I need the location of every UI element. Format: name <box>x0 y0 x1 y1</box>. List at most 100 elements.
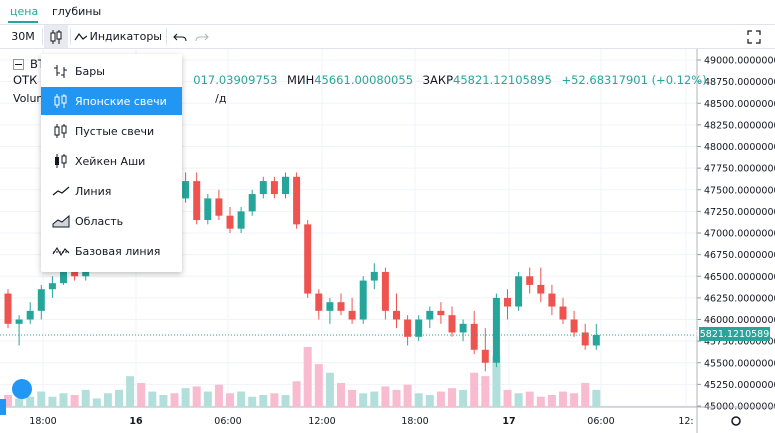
active-tab-indicator <box>8 21 38 23</box>
menu-item-area[interactable]: Область <box>41 207 182 235</box>
volume-bar <box>92 398 101 407</box>
price-tick-label: 47000.00000000 <box>704 229 775 240</box>
volume-bar <box>348 389 357 407</box>
menu-item-heikin-ashi[interactable]: Хейкен Аши <box>41 147 182 175</box>
indicators-icon <box>74 32 87 40</box>
area-icon <box>52 214 70 228</box>
chart-toolbar: 30M Индикаторы <box>0 24 775 49</box>
bars-icon <box>54 65 67 78</box>
price-chart[interactable]: 49000.00000000 48750.00000000 48500.000000… <box>0 49 775 433</box>
volume-bar <box>547 395 556 407</box>
menu-item-candles[interactable]: Японские свечи <box>41 87 182 115</box>
redo-icon <box>195 33 209 41</box>
menu-item-label: Область <box>75 214 124 228</box>
volume-bar <box>325 372 334 407</box>
time-tick-label: 17 <box>502 416 515 427</box>
collapse-legend-icon[interactable] <box>13 58 24 70</box>
chart-style-button[interactable] <box>44 25 68 48</box>
candle-body <box>448 315 456 333</box>
candle-body <box>393 310 400 320</box>
price-tick-label: 46500.00000000 <box>704 272 775 283</box>
candle-body <box>526 276 534 285</box>
volume-bar <box>103 393 112 407</box>
volume-bar <box>15 398 24 407</box>
volume-bar <box>436 391 445 407</box>
price-tick-label: 48750.00000000 <box>704 77 775 88</box>
menu-item-baseline[interactable]: Базовая линия <box>41 237 182 265</box>
volume-bar <box>226 393 234 407</box>
price-tick-label: 46000.00000000 <box>704 315 775 326</box>
redo-button[interactable] <box>192 25 212 48</box>
candle-body <box>537 284 545 294</box>
time-tick-label: 16 <box>129 416 143 427</box>
volume-bar <box>214 384 223 407</box>
candle-body <box>326 302 334 311</box>
volume-bar <box>414 393 423 407</box>
volume-bar <box>259 395 268 407</box>
volume-bar <box>448 388 456 407</box>
candle-body <box>37 289 45 311</box>
candle-body <box>570 319 578 333</box>
time-tick-label: 18:00 <box>29 416 56 427</box>
candles-icon <box>50 29 62 44</box>
volume-bar <box>525 391 534 407</box>
volume-bar <box>536 396 545 407</box>
volume-bar <box>359 393 368 407</box>
candle-body <box>182 181 190 199</box>
candle-body <box>481 349 489 363</box>
tab-depth[interactable]: глубины <box>52 5 102 18</box>
candle-body <box>215 198 223 216</box>
volume-bar <box>470 372 479 407</box>
indicators-button[interactable]: Индикаторы <box>74 25 162 48</box>
toolbar-divider <box>42 28 43 45</box>
volume-bar <box>581 383 590 407</box>
time-tick-label: 06:00 <box>587 416 614 427</box>
volume-bar <box>26 396 35 407</box>
interval-button[interactable]: 30M <box>11 30 35 43</box>
candle-body <box>270 181 278 195</box>
legend-volume-label: Volum <box>13 92 48 105</box>
candle-body <box>237 211 245 229</box>
candle-body <box>592 334 600 346</box>
fullscreen-button[interactable] <box>742 25 766 48</box>
volume-bar <box>425 395 434 407</box>
scroll-handle-icon <box>0 399 6 415</box>
undo-button[interactable] <box>170 25 190 48</box>
volume-bar <box>148 391 157 407</box>
volume-bar <box>159 395 168 407</box>
candle-body <box>60 267 67 284</box>
volume-bar <box>337 383 345 407</box>
volume-bar <box>292 381 301 407</box>
chart-tabs: цена глубины <box>0 0 775 24</box>
candle-body <box>204 198 212 221</box>
volume-bar <box>237 391 246 407</box>
time-tick-label: 18:00 <box>401 416 428 427</box>
volume-bar <box>514 393 523 407</box>
legend-open-value: 017.03909753 <box>193 73 278 87</box>
menu-item-line[interactable]: Линия <box>41 177 182 205</box>
volume-bar <box>303 347 312 407</box>
candle-body <box>548 293 556 307</box>
candle-body <box>415 319 423 337</box>
menu-item-hollow-candles[interactable]: Пустые свечи <box>41 117 182 145</box>
volume-bar <box>170 393 179 407</box>
candle-body <box>282 176 289 195</box>
candle-body <box>381 271 389 311</box>
menu-item-label: Японские свечи <box>75 94 167 108</box>
tab-price[interactable]: цена <box>10 5 39 18</box>
volume-bar <box>392 389 401 407</box>
volume-bar <box>4 395 12 407</box>
undo-icon <box>173 33 187 41</box>
legend-change: +52.68317901 (+0.12%) <box>561 73 707 87</box>
volume-bar <box>270 393 279 407</box>
candle-body <box>404 319 412 337</box>
candle-body <box>315 293 323 311</box>
volume-bar <box>481 376 490 407</box>
volume-bar <box>248 396 257 407</box>
candle-body <box>348 310 356 320</box>
menu-item-bars[interactable]: Бары <box>41 57 182 85</box>
heikin-ashi-icon <box>55 154 67 168</box>
settings-icon[interactable] <box>731 416 741 426</box>
candles-icon <box>54 94 67 108</box>
candle-body <box>304 224 312 294</box>
